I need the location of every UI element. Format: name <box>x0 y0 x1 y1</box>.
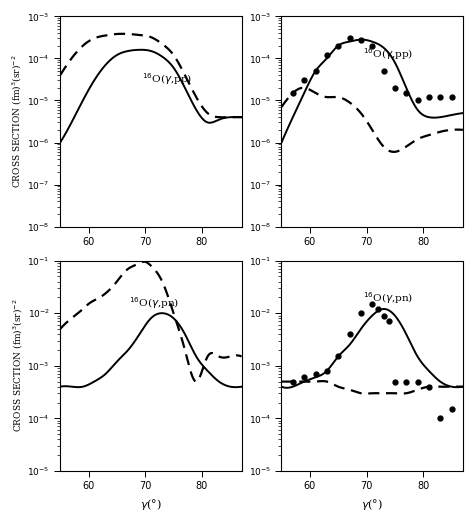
Text: $^{16}$O($\gamma$,pn): $^{16}$O($\gamma$,pn) <box>129 295 180 311</box>
Y-axis label: CROSS SECTION (fm)$^3$(sr)$^{-2}$: CROSS SECTION (fm)$^3$(sr)$^{-2}$ <box>11 299 25 433</box>
Text: $^{16}$O($\gamma$,pp): $^{16}$O($\gamma$,pp) <box>363 46 413 62</box>
X-axis label: $\gamma$(°): $\gamma$(°) <box>140 497 162 512</box>
Text: $^{16}$O($\gamma$,pn): $^{16}$O($\gamma$,pn) <box>363 291 413 306</box>
Text: $^{16}$O($\gamma$,pp): $^{16}$O($\gamma$,pp) <box>142 72 192 87</box>
X-axis label: $\gamma$(°): $\gamma$(°) <box>361 497 383 512</box>
Y-axis label: CROSS SECTION (fm)$^3$(sr)$^{-2}$: CROSS SECTION (fm)$^3$(sr)$^{-2}$ <box>11 55 25 188</box>
